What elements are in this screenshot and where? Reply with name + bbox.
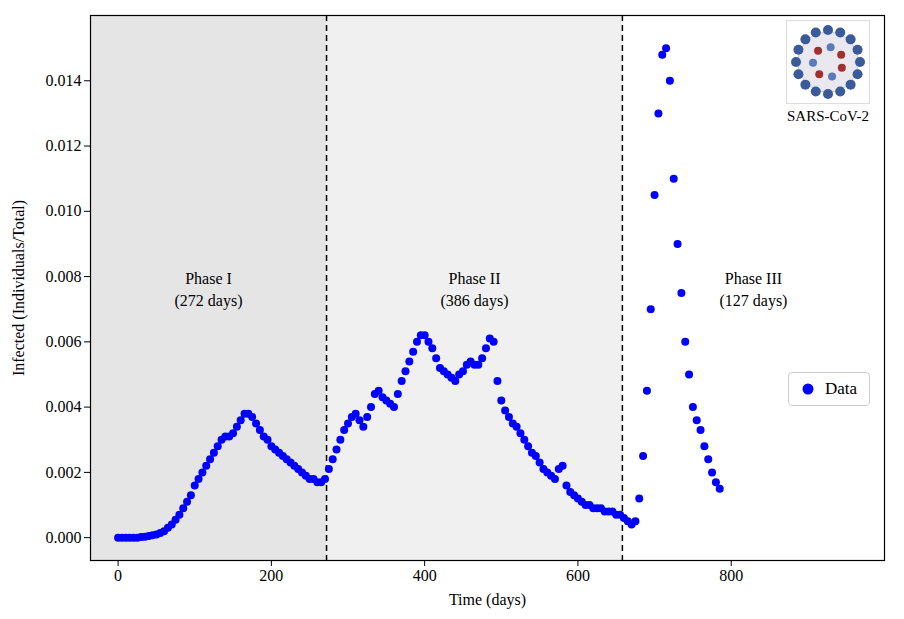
svg-text:0.010: 0.010: [46, 202, 82, 219]
svg-text:800: 800: [719, 567, 743, 584]
svg-text:200: 200: [259, 567, 283, 584]
svg-text:0.004: 0.004: [46, 398, 82, 415]
svg-text:0.000: 0.000: [46, 529, 82, 546]
svg-text:0.002: 0.002: [46, 464, 82, 481]
svg-text:Infected (Individuals/Total): Infected (Individuals/Total): [10, 200, 28, 376]
svg-text:0.008: 0.008: [46, 268, 82, 285]
svg-text:0.006: 0.006: [46, 333, 82, 350]
svg-text:Time (days): Time (days): [449, 591, 526, 609]
html-text:SARS-CoV-2: SARS-CoV-2: [787, 108, 869, 124]
svg-text:0.012: 0.012: [46, 137, 82, 154]
svg-text:0: 0: [114, 567, 122, 584]
svg-text:Phase II(386 days): Phase II(386 days): [440, 270, 508, 310]
svg-text:0.014: 0.014: [46, 72, 82, 89]
svg-text:Phase III(127 days): Phase III(127 days): [719, 270, 787, 310]
html-text:Data: Data: [824, 379, 857, 398]
svg-text:600: 600: [566, 567, 590, 584]
svg-text:Phase I(272 days): Phase I(272 days): [175, 270, 243, 310]
svg-text:400: 400: [413, 567, 437, 584]
